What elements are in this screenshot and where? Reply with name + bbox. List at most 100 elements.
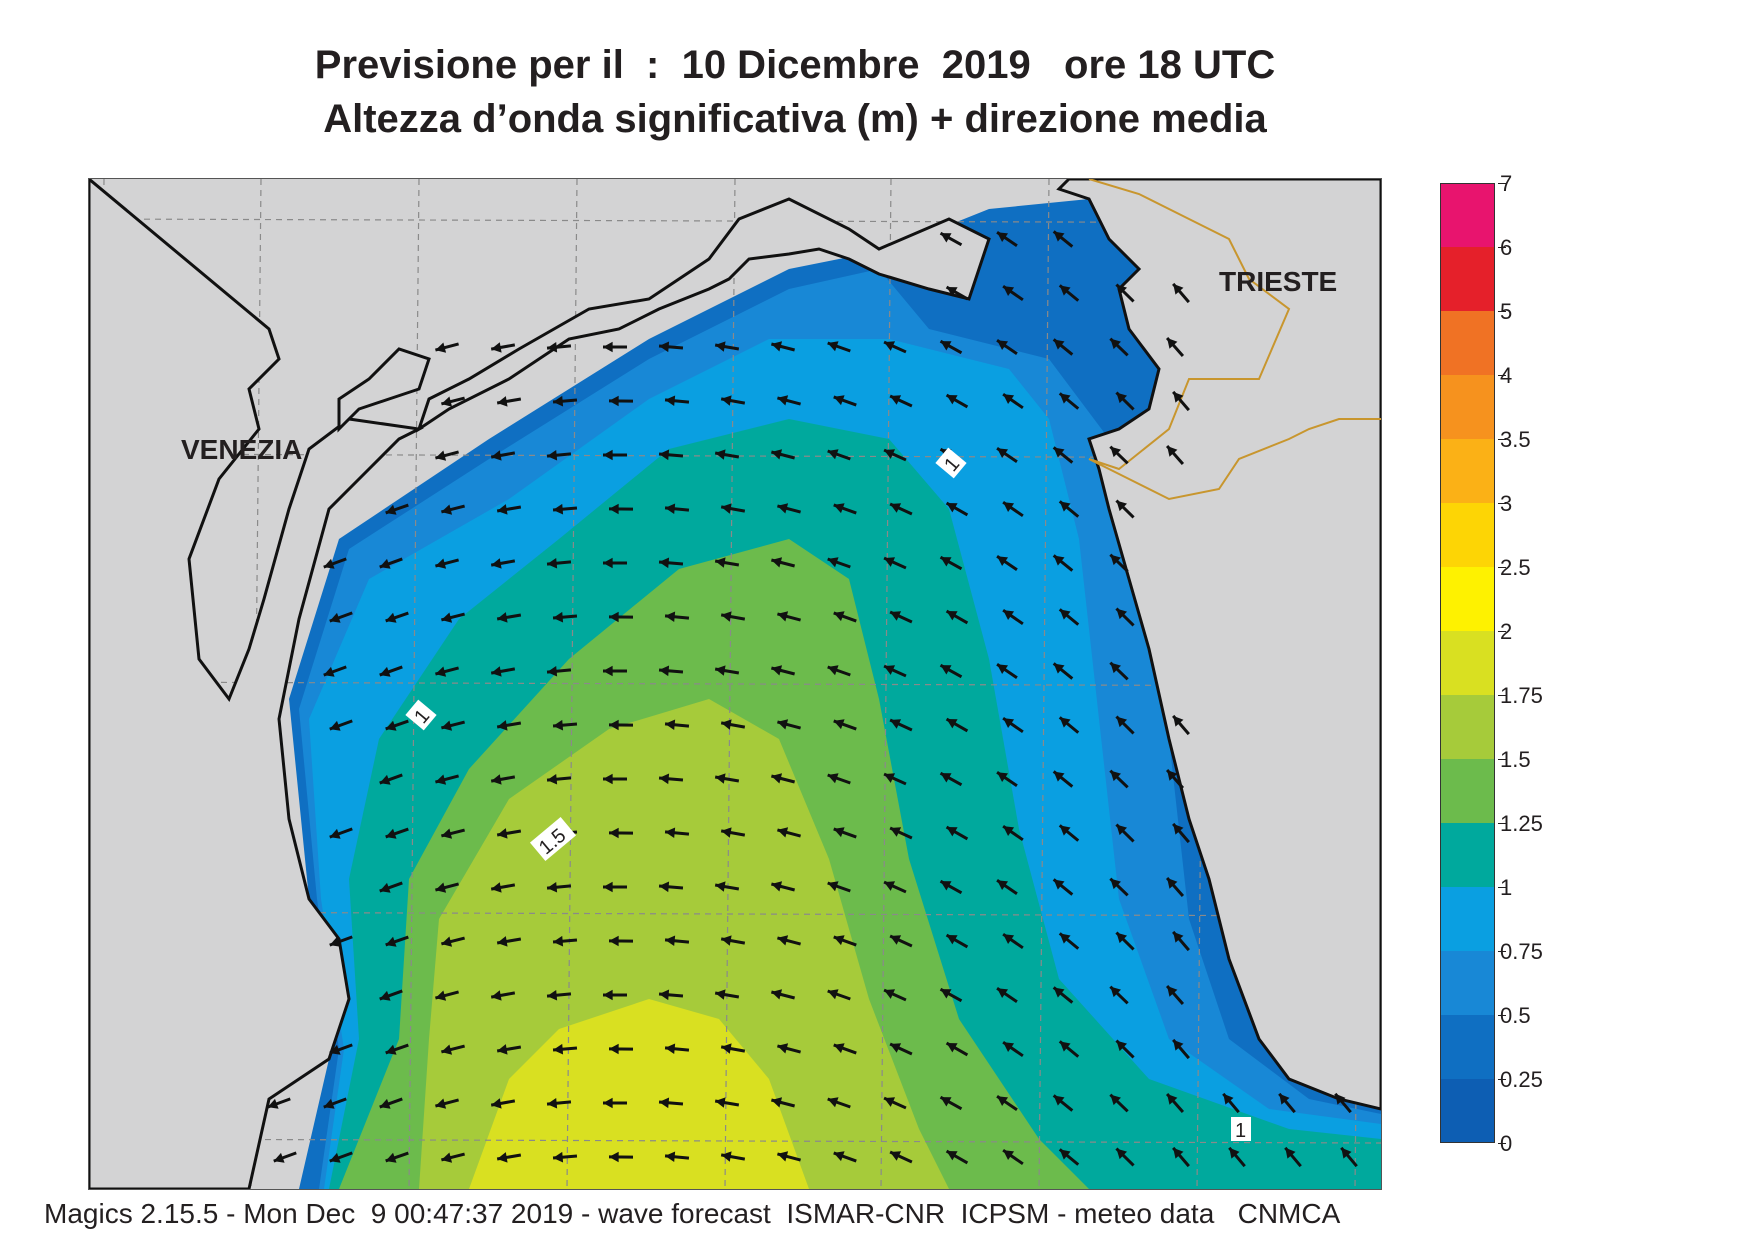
wave-direction-arrow [827, 773, 851, 785]
wave-direction-arrow [720, 827, 746, 838]
wave-direction-arrow [1115, 715, 1135, 735]
wave-direction-arrow [608, 1043, 634, 1055]
wave-direction-arrow [771, 665, 795, 676]
wave-direction-arrow [1172, 390, 1190, 412]
wave-direction-arrow [273, 1151, 297, 1163]
wave-direction-arrow [714, 341, 740, 352]
wave-direction-arrow [546, 773, 572, 785]
legend-swatch [1440, 695, 1495, 759]
wave-direction-arrow [379, 989, 403, 1001]
wave-direction-arrow [1052, 878, 1074, 896]
legend-label: 0 [1500, 1131, 1513, 1156]
legend-label: 0.5 [1500, 1003, 1531, 1028]
wave-direction-arrow [889, 1150, 913, 1164]
wave-direction-arrow [720, 611, 746, 622]
wave-direction-arrow [546, 665, 572, 677]
wave-direction-arrow [833, 1151, 857, 1163]
wave-direction-arrow [1002, 608, 1024, 626]
wave-direction-arrow [496, 1152, 522, 1163]
title-line-2: Altezza d’onda significativa (m) + direz… [323, 97, 1267, 141]
title-line-1: Previsione per il : 10 Dicembre 2019 ore… [314, 43, 1276, 87]
wave-direction-arrow [720, 1151, 746, 1162]
wave-direction-arrow [658, 881, 684, 893]
wave-direction-arrow [664, 719, 690, 731]
wave-direction-arrow [771, 773, 795, 784]
legend-label: 4 [1500, 363, 1513, 388]
wave-direction-arrow [379, 1097, 403, 1109]
wave-direction-arrow [1052, 986, 1074, 1004]
wave-direction-arrow [1165, 444, 1185, 466]
wave-direction-arrow [833, 827, 857, 839]
wave-direction-arrow [552, 611, 578, 623]
legend-swatch [1440, 247, 1495, 311]
wave-direction-arrow [833, 935, 857, 947]
wave-direction-arrow [714, 989, 740, 1000]
contour-label-b: 1 [405, 699, 437, 731]
wave-direction-arrow [889, 394, 913, 408]
wave-direction-arrow [771, 341, 795, 352]
legend-tick [1498, 759, 1506, 760]
wave-direction-arrow [602, 773, 628, 785]
wave-direction-arrow [608, 611, 634, 623]
legend-swatch [1440, 887, 1495, 951]
wave-direction-arrow [329, 827, 353, 839]
wave-direction-arrow [1115, 1147, 1135, 1167]
wave-direction-arrow [490, 450, 516, 461]
wave-direction-arrow [379, 773, 403, 785]
wave-direction-arrow [1115, 607, 1135, 627]
wave-direction-arrow [329, 611, 353, 623]
wave-direction-arrow [777, 827, 801, 838]
wave-direction-arrow [1109, 445, 1129, 465]
wave-direction-arrow [833, 1043, 857, 1055]
wave-direction-arrow [496, 828, 522, 839]
legend-swatch [1440, 311, 1495, 375]
wave-direction-arrow [1052, 554, 1074, 572]
wave-direction-arrow [939, 663, 963, 679]
wave-direction-arrow [1002, 932, 1024, 950]
legend-tick [1498, 567, 1506, 568]
wave-direction-arrow [323, 1097, 347, 1109]
wave-direction-arrow [608, 827, 634, 839]
color-legend: 7 6 5 4 3.5 3 2.5 2 1.75 1.5 1.25 1 0.75 0.5 0.25 0 [1440, 171, 1740, 1156]
legend-label: 1.25 [1500, 811, 1543, 836]
page-title: Previsione per il : 10 Dicembre 2019 ore… [0, 38, 1590, 146]
wave-direction-arrow [771, 989, 795, 1000]
footer-credits: Magics 2.15.5 - Mon Dec 9 00:47:37 2019 … [44, 1198, 1341, 1229]
wave-direction-arrow [1002, 716, 1024, 734]
wave-direction-arrow [664, 503, 690, 515]
wave-direction-arrow [1058, 1148, 1080, 1166]
wave-direction-arrow [552, 503, 578, 515]
legend-label: 1.5 [1500, 747, 1531, 772]
wave-direction-arrow [996, 1095, 1018, 1111]
legend-tick [1498, 951, 1506, 952]
wave-direction-arrow [546, 341, 572, 353]
contour-label-a: 1 [935, 447, 967, 479]
wave-direction-arrow [379, 557, 403, 569]
wave-direction-arrow [1172, 1038, 1190, 1060]
legend-swatch [1440, 503, 1495, 567]
wave-direction-arrow [658, 341, 684, 353]
wave-direction-arrow [777, 1151, 801, 1162]
legend-tick [1498, 375, 1506, 376]
wave-direction-arrow [1109, 769, 1129, 789]
wave-direction-arrow [608, 719, 634, 731]
wave-direction-arrow [546, 449, 572, 461]
wave-direction-arrow [441, 936, 465, 947]
legend-label: 7 [1500, 171, 1513, 196]
wave-direction-arrow [490, 990, 516, 1001]
wave-direction-arrow [490, 882, 516, 893]
wave-direction-arrow [1052, 662, 1074, 680]
wave-direction-arrow [777, 503, 801, 514]
wave-direction-arrow [658, 1097, 684, 1109]
wave-direction-arrow [1058, 500, 1080, 518]
wave-direction-arrow [1052, 230, 1074, 248]
wave-direction-arrow [602, 881, 628, 893]
wave-direction-arrow [996, 555, 1018, 571]
wave-direction-arrow [714, 557, 740, 568]
wave-direction-arrow [385, 611, 409, 623]
wave-direction-arrow [1165, 876, 1185, 898]
legend-swatch [1440, 759, 1495, 823]
wave-direction-arrow [720, 719, 746, 730]
wave-direction-arrow [441, 396, 465, 407]
wave-direction-arrow [1002, 500, 1024, 518]
